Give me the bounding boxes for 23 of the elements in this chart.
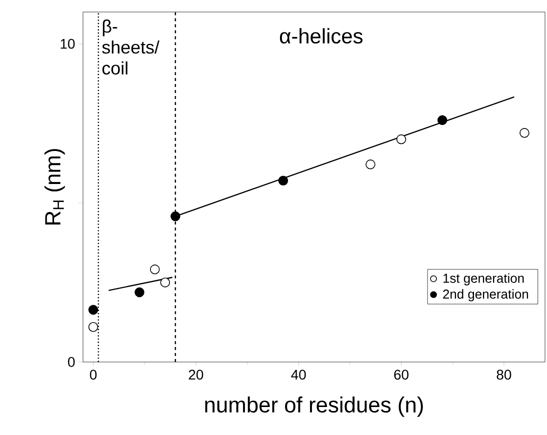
legend-label: 1st generation [443,273,524,286]
point [520,128,530,138]
point [278,176,288,186]
x-axis-title: number of residues (n) [205,396,423,417]
point [170,211,180,222]
point [88,322,98,332]
annotation: α-helices [280,28,362,44]
x-tick-label: 60 [394,370,408,380]
point [396,134,406,144]
point [134,287,144,298]
x-tick-label: 80 [496,370,512,380]
annotation: β-sheets/ coil [102,20,160,75]
y-axis-title: R$_{H}$ (nm) [44,149,65,224]
point [437,115,448,126]
point [150,264,160,274]
legend-label: 2nd generation [443,289,528,302]
x-tick-label: 20 [188,370,204,380]
point [88,304,98,315]
x-tick-label: 40 [291,370,306,380]
y-tick-label: 10 [60,38,75,49]
point [160,278,170,288]
point [366,160,376,170]
x-tick-label: 0 [90,370,97,380]
